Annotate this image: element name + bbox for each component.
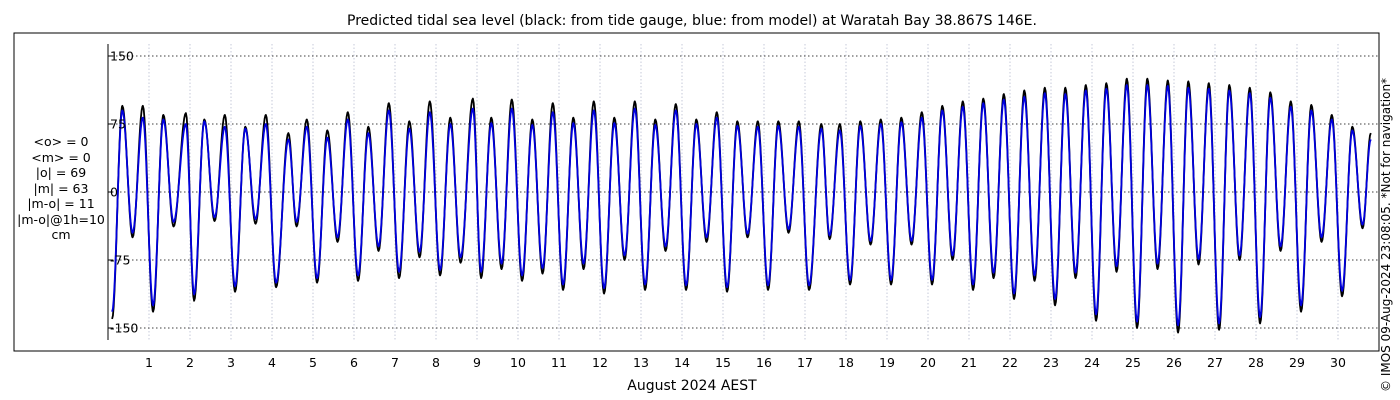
stat-abs-model: |m| = 63 xyxy=(33,180,89,196)
stat-abs-difference-1h: |m-o|@1h=10 xyxy=(17,211,105,227)
x-tick-label: 2 xyxy=(186,355,194,370)
x-tick-label: 14 xyxy=(674,355,690,370)
x-tick-label: 9 xyxy=(473,355,481,370)
statistics-panel: <o> = 0 <m> = 0 |o| = 69 |m| = 63 |m-o| … xyxy=(14,134,108,243)
stat-abs-observed: |o| = 69 xyxy=(35,165,87,180)
x-tick-label: 20 xyxy=(920,355,936,370)
series-layer xyxy=(111,77,1372,334)
copyright-note: © IMOS 09-Aug-2024 23:08:05. *Not for na… xyxy=(1379,77,1393,392)
x-tick-label: 16 xyxy=(756,355,772,370)
x-tick-label: 3 xyxy=(227,355,235,370)
x-tick-label: 10 xyxy=(510,355,526,370)
x-tick-label: 1 xyxy=(145,355,153,370)
x-tick-label: 7 xyxy=(391,355,399,370)
y-tick-label: -150 xyxy=(110,321,138,336)
x-tick-label: 26 xyxy=(1166,355,1182,370)
x-tick-label: 21 xyxy=(961,355,977,370)
x-axis-label: August 2024 AEST xyxy=(627,378,757,394)
x-tick-label: 18 xyxy=(838,355,854,370)
x-tick-label: 11 xyxy=(551,355,567,370)
stat-abs-difference: |m-o| = 11 xyxy=(27,196,95,211)
stat-mean-observed: <o> = 0 xyxy=(33,134,89,149)
x-tick-label: 13 xyxy=(633,355,649,370)
x-tick-label: 25 xyxy=(1125,355,1141,370)
y-tick-label: 0 xyxy=(110,185,118,200)
x-tick-label: 19 xyxy=(879,355,895,370)
stat-mean-model: <m> = 0 xyxy=(31,149,91,165)
x-tick-label: 27 xyxy=(1207,355,1223,370)
x-tick-label: 6 xyxy=(350,355,358,370)
y-tick-label: 150 xyxy=(110,49,134,64)
series-line-model xyxy=(111,84,1372,327)
x-tick-label: 8 xyxy=(432,355,440,370)
y-tick-label: 75 xyxy=(110,117,126,132)
x-tick-label: 24 xyxy=(1084,355,1100,370)
axes xyxy=(107,44,113,340)
x-tick-label: 12 xyxy=(592,355,608,370)
x-tick-label: 28 xyxy=(1248,355,1264,370)
x-tick-label: 15 xyxy=(715,355,731,370)
x-tick-label: 17 xyxy=(797,355,813,370)
x-tick-label: 29 xyxy=(1289,355,1305,370)
x-tick-label: 4 xyxy=(268,355,276,370)
chart-title: Predicted tidal sea level (black: from t… xyxy=(347,13,1037,29)
x-tick-label: 22 xyxy=(1002,355,1018,370)
stat-unit: cm xyxy=(51,227,71,242)
y-tick-label: -75 xyxy=(110,253,130,268)
x-tick-label: 23 xyxy=(1043,355,1059,370)
x-tick-label: 30 xyxy=(1330,355,1346,370)
x-tick-label: 5 xyxy=(309,355,317,370)
